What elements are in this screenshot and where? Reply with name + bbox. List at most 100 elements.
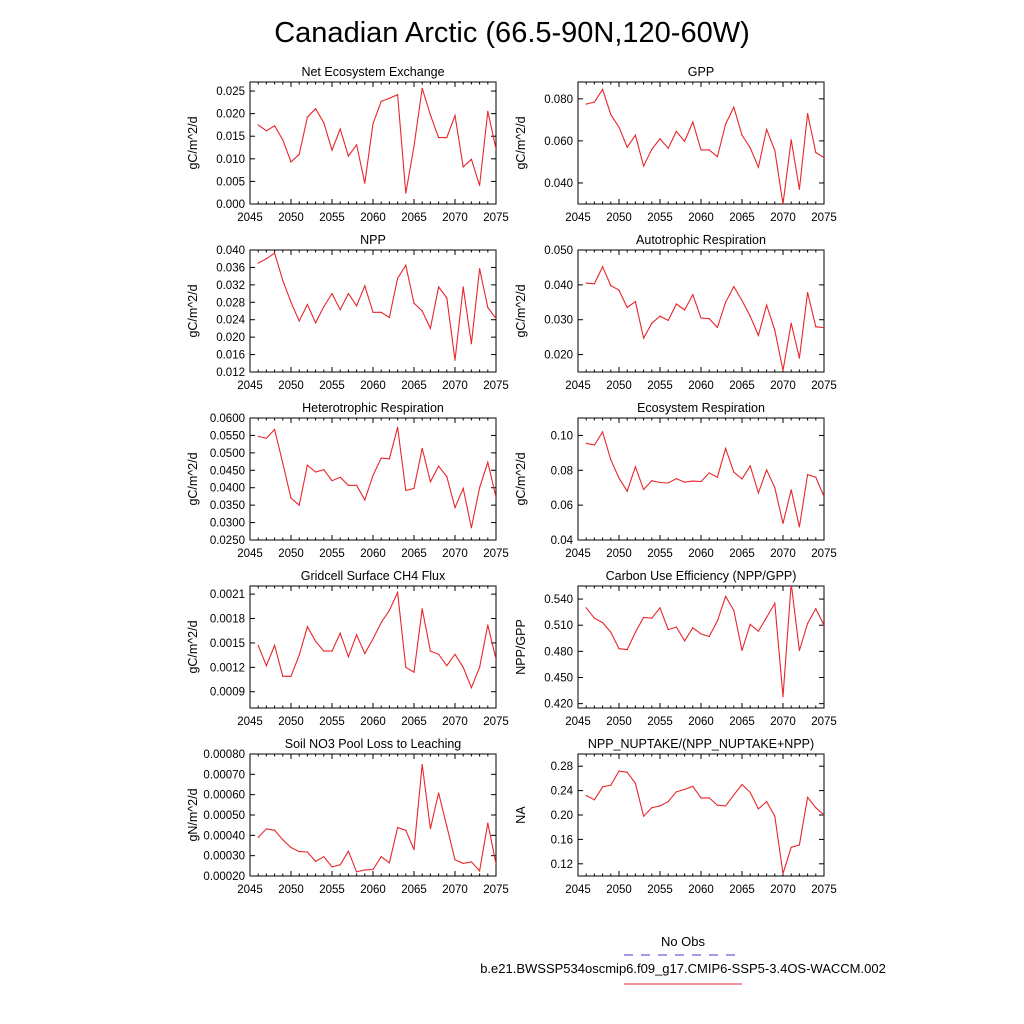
data-point	[651, 807, 653, 809]
y-tick-label: 0.0500	[210, 448, 245, 460]
data-point	[306, 626, 308, 628]
data-point	[347, 484, 349, 486]
data-point	[659, 138, 661, 140]
data-point	[265, 437, 267, 439]
data-point	[798, 526, 801, 528]
data-point	[274, 829, 276, 831]
data-point	[692, 480, 694, 482]
data-point	[749, 791, 751, 794]
data-point	[667, 147, 669, 149]
data-point	[725, 301, 727, 303]
series-line	[585, 586, 824, 697]
data-point	[708, 635, 710, 638]
panel-3: NPP 2045 2050 2055 2060 2065 2070 2075 0.012 0.01…	[186, 233, 509, 392]
plot-frame	[577, 753, 825, 877]
data-point	[274, 644, 276, 647]
data-point	[807, 474, 809, 476]
data-point	[593, 283, 596, 285]
y-tick-label: 0.000	[216, 199, 245, 211]
y-tick-label: 0.420	[544, 699, 573, 711]
panel-6: Ecosystem Respiration 2045 2050 2055 2060 206…	[514, 401, 837, 560]
data-point	[807, 113, 809, 115]
data-point	[593, 617, 596, 619]
data-point	[446, 665, 448, 667]
data-point	[774, 149, 776, 151]
panel-title: Ecosystem Respiration	[637, 401, 765, 415]
data-point	[364, 285, 366, 287]
data-point	[462, 487, 464, 489]
y-tick-label: 0.020	[216, 332, 245, 344]
data-point	[380, 311, 382, 313]
x-tick-label: 2070	[770, 884, 796, 896]
data-point	[798, 844, 801, 846]
x-tick-label: 2065	[729, 212, 755, 224]
y-axis-label: gC/m^2/d	[186, 116, 200, 169]
data-point	[733, 286, 735, 288]
data-point	[372, 868, 374, 871]
data-point	[306, 464, 308, 466]
x-tick-label: 2055	[647, 212, 673, 224]
x-tick-label: 2060	[360, 884, 386, 896]
data-point	[585, 442, 587, 444]
data-point	[306, 303, 308, 306]
series-line	[586, 265, 824, 371]
y-tick-label: 0.00040	[203, 830, 245, 842]
data-point	[741, 783, 743, 786]
x-tick-label: 2075	[811, 716, 837, 728]
data-point	[315, 322, 317, 324]
y-tick-label: 0.00070	[203, 769, 245, 781]
data-point	[265, 828, 267, 830]
y-tick-label: 0.050	[544, 245, 573, 257]
x-tick-label: 2065	[401, 716, 427, 728]
data-point	[651, 148, 653, 150]
y-tick-label: 0.036	[216, 262, 245, 274]
data-point	[364, 499, 366, 501]
data-point	[495, 658, 496, 660]
figure-title: Canadian Arctic (66.5-90N,120-60W)	[274, 17, 750, 49]
y-tick-label: 0.510	[544, 620, 573, 632]
panel-title: Carbon Use Efficiency (NPP/GPP)	[606, 569, 797, 583]
legend-obs-label: No Obs	[661, 934, 706, 949]
y-tick-label: 0.00080	[203, 749, 245, 761]
data-point	[602, 266, 604, 268]
y-tick-label: 0.06	[551, 500, 573, 512]
x-tick-label: 2050	[278, 548, 304, 560]
x-tick-label: 2050	[606, 884, 632, 896]
x-tick-label: 2065	[401, 212, 427, 224]
data-point	[454, 114, 456, 116]
data-point	[265, 130, 267, 132]
y-tick-label: 0.00020	[203, 871, 245, 883]
y-tick-label: 0.00050	[203, 810, 245, 822]
data-point	[290, 497, 292, 499]
x-tick-label: 2045	[237, 716, 263, 728]
x-tick-label: 2050	[606, 716, 632, 728]
data-point	[356, 634, 358, 636]
y-tick-label: 0.0015	[210, 638, 245, 650]
y-tick-label: 0.030	[544, 315, 573, 327]
data-point	[684, 481, 686, 483]
data-point	[372, 311, 374, 313]
data-point	[667, 319, 669, 321]
data-point	[602, 88, 604, 90]
data-point	[257, 262, 259, 264]
data-point	[741, 134, 743, 136]
data-point	[626, 649, 628, 651]
legend-model-label: b.e21.BWSSP534oscmip6.f09_g17.CMIP6-SSP5…	[480, 961, 886, 976]
data-point	[397, 94, 399, 96]
data-point	[798, 649, 801, 652]
panel-1: Net Ecosystem Exchange 2045 2050 2055 2060 20…	[186, 65, 509, 224]
data-point	[298, 504, 300, 506]
data-point	[397, 426, 399, 428]
data-point	[807, 291, 809, 294]
data-point	[651, 322, 653, 324]
y-tick-label: 0.450	[544, 673, 573, 685]
data-point	[380, 622, 382, 624]
data-point	[347, 656, 349, 658]
x-tick-label: 2050	[278, 884, 304, 896]
data-point	[462, 862, 464, 865]
data-point	[274, 428, 276, 431]
x-tick-label: 2070	[770, 380, 796, 392]
data-point	[757, 630, 760, 632]
data-point	[331, 866, 333, 868]
data-point	[405, 489, 407, 492]
